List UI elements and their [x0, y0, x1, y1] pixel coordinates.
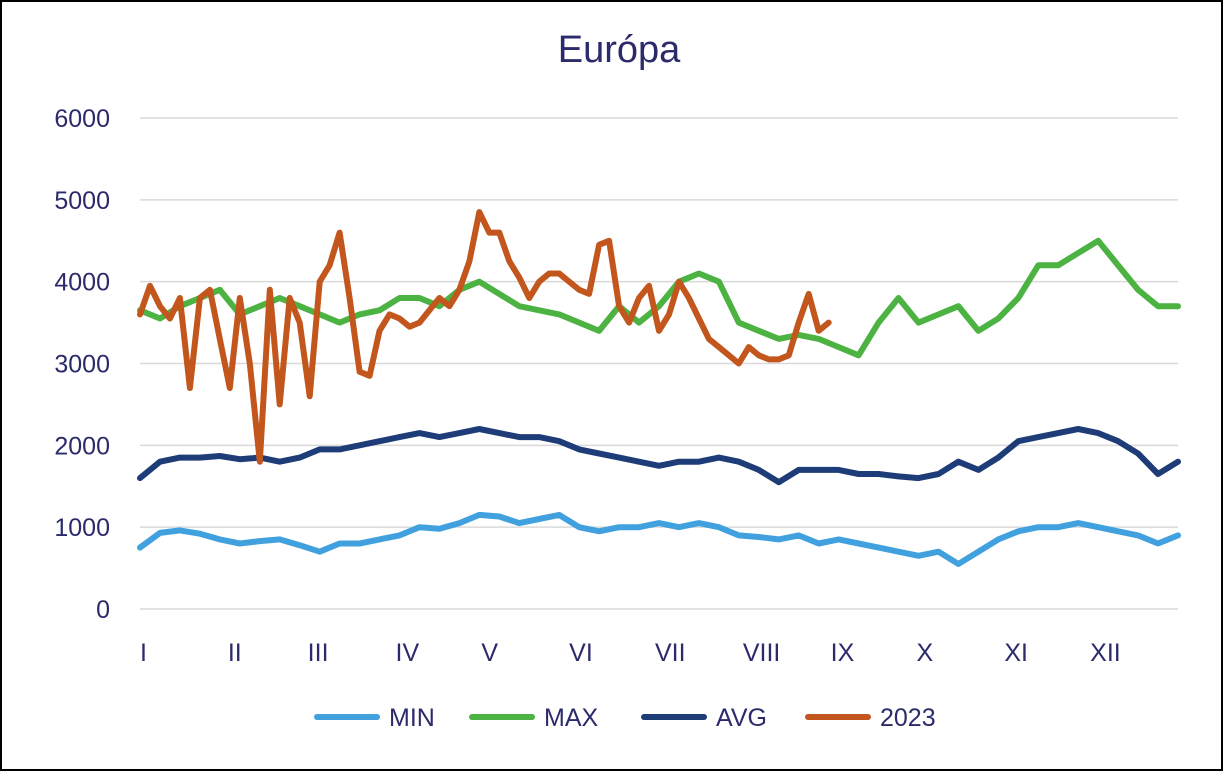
series-line-max [137, 237, 1181, 359]
x-tick-label: II [228, 639, 242, 667]
y-tick-label: 2000 [54, 432, 110, 460]
y-tick-label: 1000 [54, 514, 110, 542]
legend-label: 2023 [880, 704, 936, 732]
series-line-min [137, 511, 1181, 567]
x-tick-label: IX [831, 639, 855, 667]
x-axis-ticks: I II III IV V VI VII VIII IX X XI XII [140, 639, 1121, 667]
y-tick-label: 6000 [54, 105, 110, 133]
legend-label: MAX [544, 704, 599, 732]
x-tick-label: XII [1090, 639, 1121, 667]
series-lines [137, 209, 1181, 567]
x-tick-label: VI [569, 639, 593, 667]
y-tick-label: 0 [96, 596, 110, 624]
x-tick-label: IV [396, 639, 420, 667]
legend: MIN MAX AVG 2023 [314, 704, 936, 732]
legend-label: MIN [389, 704, 435, 732]
y-axis-ticks: 0 1000 2000 3000 4000 5000 6000 [54, 105, 110, 624]
grid-lines [140, 117, 1178, 610]
x-tick-label: X [917, 639, 934, 667]
x-tick-label: VIII [743, 639, 781, 667]
x-tick-label: VII [655, 639, 686, 667]
x-tick-label: I [140, 639, 147, 667]
x-tick-label: XI [1004, 639, 1028, 667]
y-tick-label: 5000 [54, 187, 110, 215]
x-tick-label: V [481, 639, 498, 667]
chart-title: Európa [558, 29, 681, 71]
y-tick-label: 4000 [54, 269, 110, 297]
y-tick-label: 3000 [54, 351, 110, 379]
series-line-avg [137, 426, 1181, 486]
legend-label: AVG [716, 704, 767, 732]
series-line-2023 [137, 209, 832, 465]
x-tick-label: III [308, 639, 329, 667]
